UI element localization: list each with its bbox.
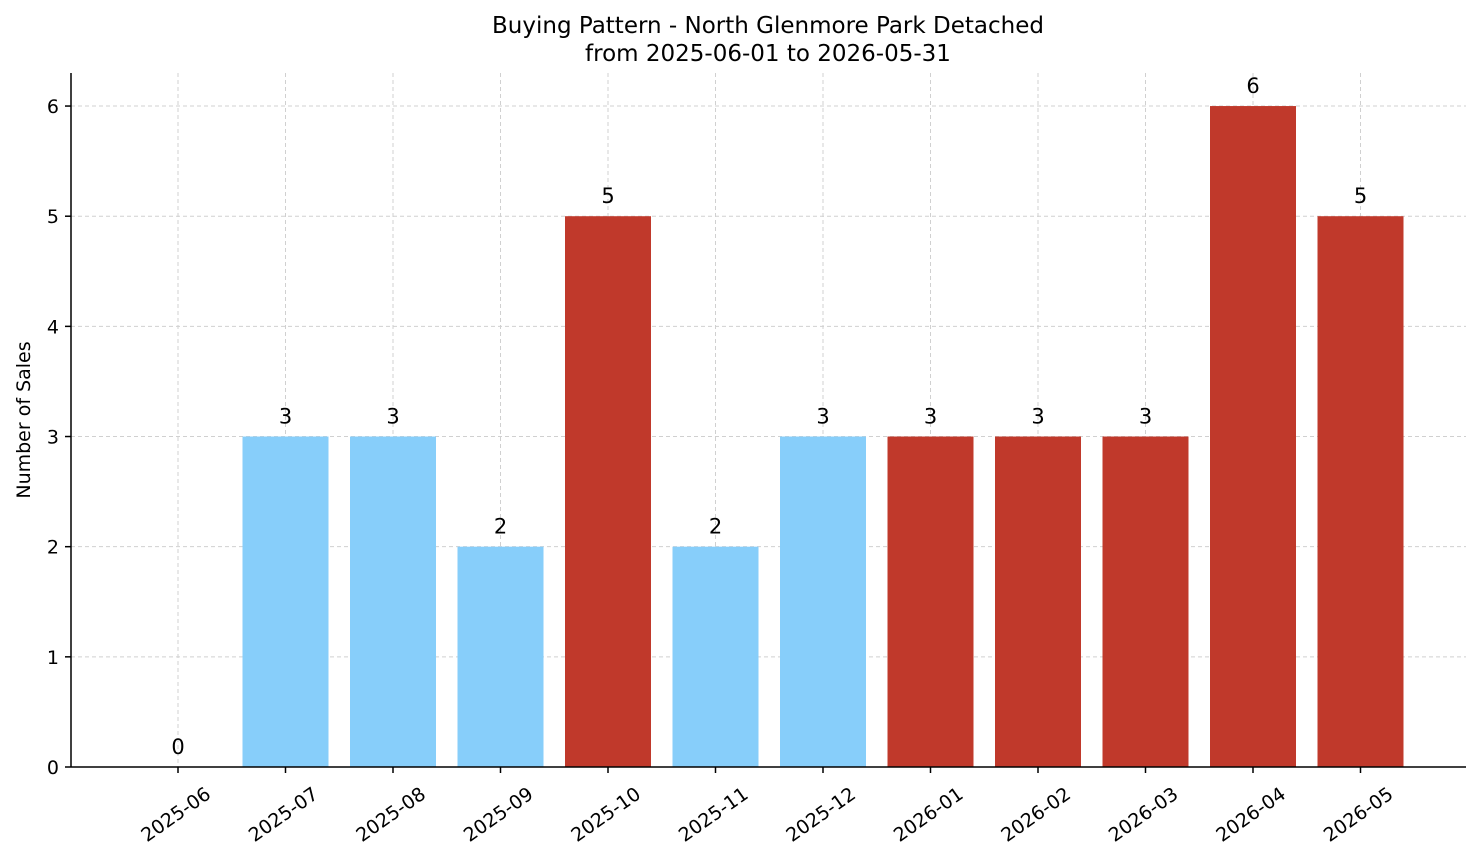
bar-data-label: 3 xyxy=(386,405,399,429)
bar-data-label: 3 xyxy=(1139,405,1152,429)
y-tick-label: 6 xyxy=(47,96,59,118)
y-tick-label: 4 xyxy=(47,316,59,338)
bar-data-label: 6 xyxy=(1246,74,1259,98)
x-tick-label: 2026-05 xyxy=(1320,783,1398,847)
bar-data-label: 3 xyxy=(1031,405,1044,429)
y-tick-label: 2 xyxy=(47,537,59,559)
x-tick-label: 2025-11 xyxy=(675,783,753,847)
bar-data-label: 2 xyxy=(494,515,507,539)
x-tick-label: 2026-03 xyxy=(1105,783,1183,847)
y-tick-label: 3 xyxy=(47,427,59,449)
bar xyxy=(995,436,1081,767)
x-tick-label: 2026-02 xyxy=(997,783,1075,847)
bar-data-label: 5 xyxy=(1354,184,1367,208)
bar xyxy=(242,436,329,767)
x-tick-label: 2025-07 xyxy=(245,783,323,847)
x-tick-label: 2026-01 xyxy=(890,783,968,847)
x-tick-label: 2026-04 xyxy=(1212,783,1290,847)
bar-data-label: 2 xyxy=(709,515,722,539)
x-tick-label: 2025-10 xyxy=(567,783,645,847)
x-tick-label: 2025-08 xyxy=(352,783,430,847)
bar-data-label: 3 xyxy=(924,405,937,429)
bar xyxy=(565,216,651,767)
bar-data-label: 3 xyxy=(816,405,829,429)
x-tick-label: 2025-12 xyxy=(782,783,860,847)
x-tick-label: 2025-09 xyxy=(460,783,538,847)
bar xyxy=(457,546,544,767)
bar xyxy=(672,546,759,767)
x-tick-label: 2025-06 xyxy=(137,783,215,847)
y-tick-label: 1 xyxy=(47,647,59,669)
y-tick-label: 0 xyxy=(47,757,59,779)
chart-title: Buying Pattern - North Glenmore Park Det… xyxy=(492,13,1044,39)
bar-data-label: 3 xyxy=(279,405,292,429)
y-tick-label: 5 xyxy=(47,206,59,228)
bar-data-label: 0 xyxy=(171,735,184,759)
labels-layer: 0 3 3 2 5 2 3 3 3 3 6 5 xyxy=(171,74,1367,759)
bar xyxy=(1102,436,1189,767)
bars-layer xyxy=(242,106,1404,768)
chart-subtitle: from 2025-06-01 to 2026-05-31 xyxy=(585,41,951,67)
bar xyxy=(1317,216,1404,767)
bar xyxy=(887,436,974,767)
bar-data-label: 5 xyxy=(601,184,614,208)
bar xyxy=(780,436,866,767)
bar xyxy=(1210,106,1296,768)
bar xyxy=(350,436,436,767)
y-axis-label: Number of Sales xyxy=(13,341,35,498)
